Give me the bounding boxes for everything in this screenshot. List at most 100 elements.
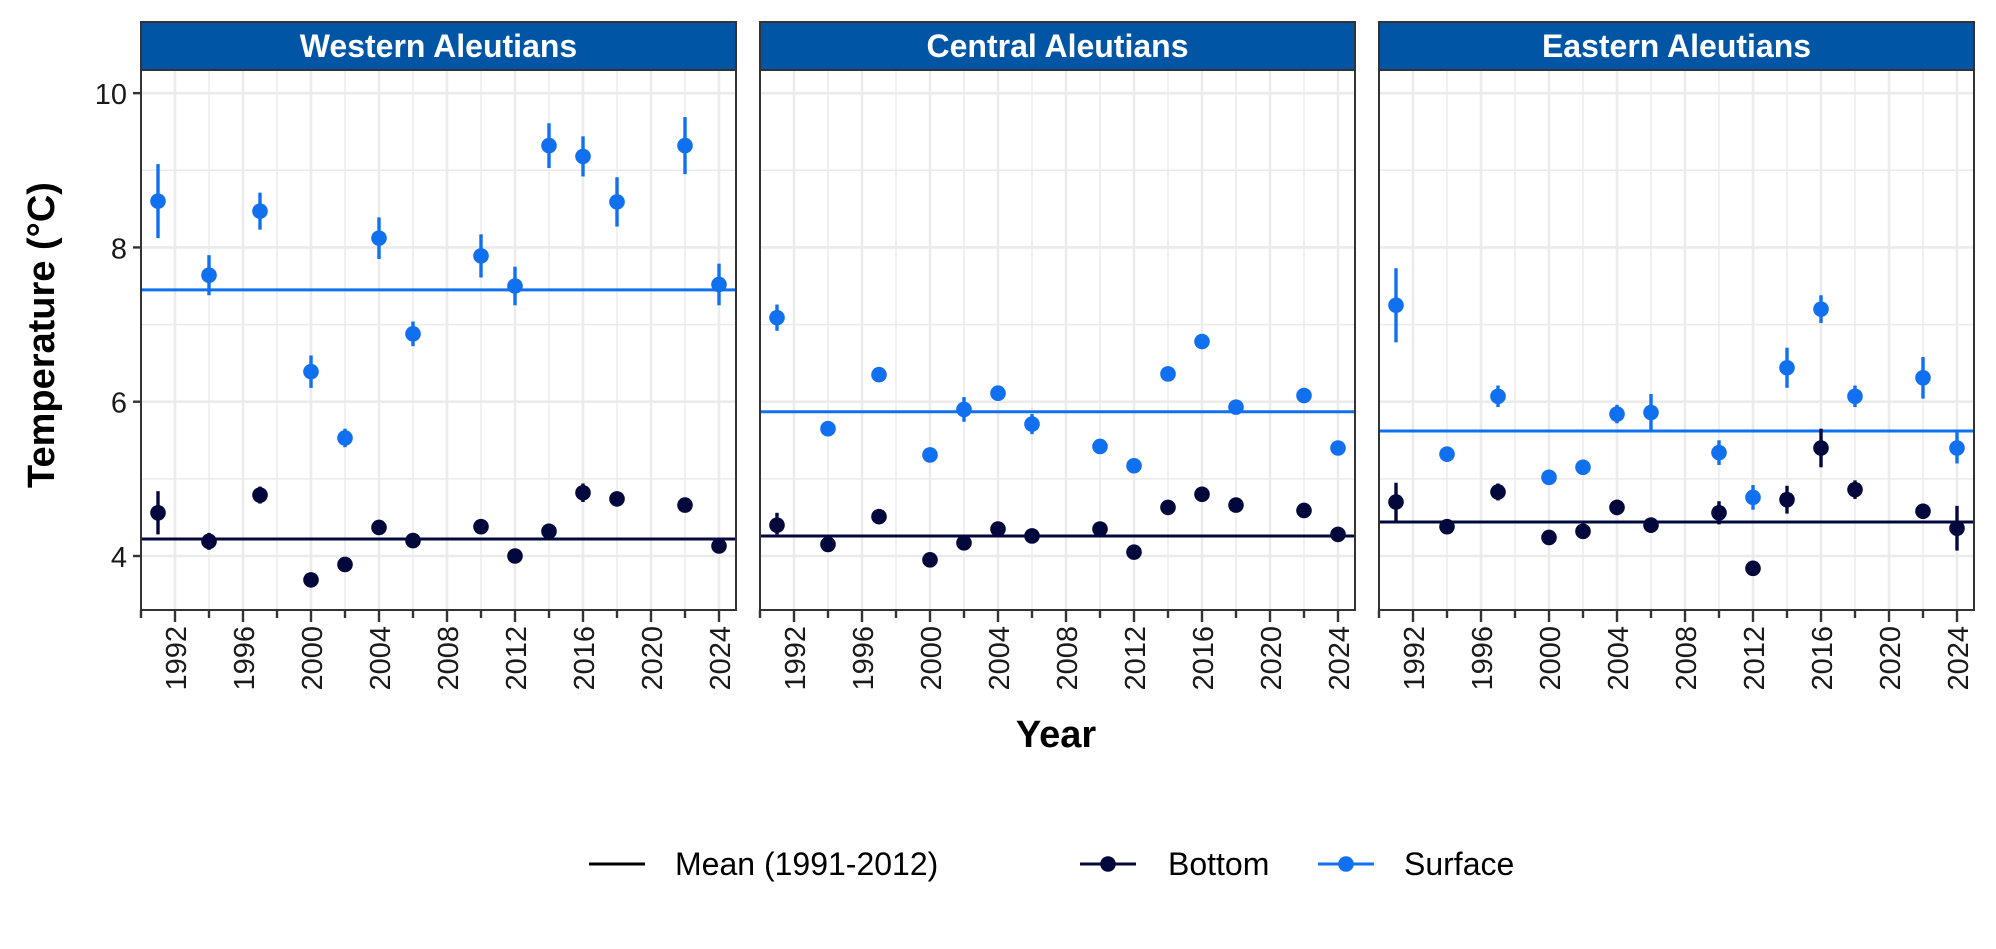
surface-point — [541, 137, 557, 154]
x-tick-label: 2020 — [1256, 626, 1288, 691]
surface-point — [1194, 333, 1210, 350]
surface-point — [1126, 457, 1142, 474]
surface-point — [922, 447, 938, 463]
facet-strip — [1378, 21, 1975, 71]
x-tick-label: 2004 — [1603, 626, 1635, 691]
bottom-point — [473, 518, 489, 535]
x-tick-label: 1992 — [780, 626, 812, 691]
surface-point — [1847, 388, 1863, 405]
bottom-point — [1228, 497, 1244, 513]
x-tick-label: 2024 — [1324, 626, 1356, 691]
bottom-point — [1779, 491, 1795, 508]
surface-point — [337, 430, 353, 446]
legend-key-point — [1100, 856, 1116, 872]
x-tick-label: 2020 — [637, 626, 669, 691]
surface-point — [1745, 489, 1761, 506]
surface-point — [473, 248, 489, 264]
bottom-point — [769, 517, 785, 533]
surface-point — [956, 401, 972, 418]
bottom-point — [541, 523, 557, 540]
surface-point — [1092, 438, 1108, 455]
y-tick-label: 6 — [111, 388, 127, 420]
bottom-point — [1609, 499, 1625, 516]
surface-point — [1296, 387, 1312, 404]
y-tick-label: 8 — [111, 233, 127, 265]
x-tick-label: 1996 — [1467, 626, 1499, 691]
surface-point — [609, 194, 625, 210]
surface-point — [1490, 388, 1506, 405]
x-tick-label: 2008 — [1052, 626, 1084, 691]
surface-point — [871, 366, 887, 383]
y-axis-title: Temperature (°C) — [21, 182, 63, 488]
surface-point — [1160, 366, 1176, 382]
facet-panel: Eastern Aleutians 1992 1996 2000 2004 2008 201… — [1377, 21, 1975, 691]
legend: Mean (1991-2012) Bottom Surface — [589, 846, 1514, 882]
x-tick-label: 2012 — [1120, 626, 1152, 691]
surface-point — [820, 420, 836, 437]
x-tick-label: 2000 — [1535, 626, 1567, 691]
legend-label: Mean (1991-2012) — [675, 846, 938, 882]
surface-point — [405, 326, 421, 342]
bottom-point — [1643, 517, 1659, 533]
bottom-point — [871, 508, 887, 525]
surface-point — [1575, 459, 1591, 476]
surface-point — [990, 385, 1006, 402]
bottom-point — [252, 487, 268, 503]
x-tick-label: 2004 — [984, 626, 1016, 691]
surface-point — [252, 203, 268, 219]
x-tick-label: 2016 — [569, 626, 601, 691]
bottom-point — [1330, 526, 1346, 543]
bottom-point — [1194, 486, 1210, 503]
bottom-point — [1949, 520, 1965, 537]
x-tick-label: 1992 — [161, 626, 193, 691]
surface-point — [1228, 399, 1244, 415]
x-tick-label: 2012 — [1739, 626, 1771, 691]
legend-item: Bottom — [1080, 846, 1269, 882]
surface-point — [711, 276, 727, 293]
bottom-point — [575, 484, 591, 501]
surface-point — [1541, 469, 1557, 486]
facet-panel: Central Aleutians 1992 1996 2000 2004 2008 201… — [758, 21, 1356, 691]
bottom-point — [1024, 528, 1040, 544]
x-tick-label: 2016 — [1807, 626, 1839, 691]
x-axis-title: Year — [1016, 714, 1097, 756]
surface-point — [371, 230, 387, 246]
surface-point — [1388, 297, 1404, 314]
panel-background — [141, 70, 736, 610]
surface-point — [1330, 440, 1346, 456]
bottom-point — [1575, 523, 1591, 540]
surface-point — [507, 278, 523, 294]
bottom-point — [711, 538, 727, 554]
x-tick-label: 2008 — [433, 626, 465, 691]
surface-point — [150, 193, 166, 209]
bottom-point — [1160, 499, 1176, 516]
panel-background — [1379, 70, 1974, 610]
x-tick-label: 2008 — [1671, 626, 1703, 691]
x-tick-label: 2012 — [501, 626, 533, 691]
bottom-point — [1711, 505, 1727, 521]
y-tick-label: 10 — [95, 79, 127, 111]
bottom-point — [609, 491, 625, 507]
legend-item: Surface — [1318, 846, 1514, 882]
x-tick-label: 1992 — [1399, 626, 1431, 691]
bottom-point — [405, 532, 421, 549]
facet-strip — [759, 21, 1356, 71]
surface-point — [1711, 444, 1727, 461]
bottom-point — [922, 552, 938, 568]
legend-label: Surface — [1404, 846, 1514, 882]
surface-point — [1024, 416, 1040, 432]
legend-label: Bottom — [1168, 846, 1269, 882]
facet-strip-label: Eastern Aleutians — [1542, 28, 1811, 64]
facet-panel: Western Aleutians 1992 1996 2000 2004 2008 201… — [95, 21, 737, 691]
bottom-point — [990, 521, 1006, 537]
facet-strip — [140, 21, 737, 71]
y-tick-label: 4 — [111, 542, 127, 574]
x-tick-label: 2016 — [1188, 626, 1220, 691]
bottom-point — [1847, 481, 1863, 498]
x-tick-label: 2024 — [1943, 626, 1975, 691]
bottom-point — [1490, 484, 1506, 500]
bottom-point — [371, 519, 387, 536]
surface-point — [1643, 404, 1659, 421]
legend-item: Mean (1991-2012) — [589, 846, 938, 882]
